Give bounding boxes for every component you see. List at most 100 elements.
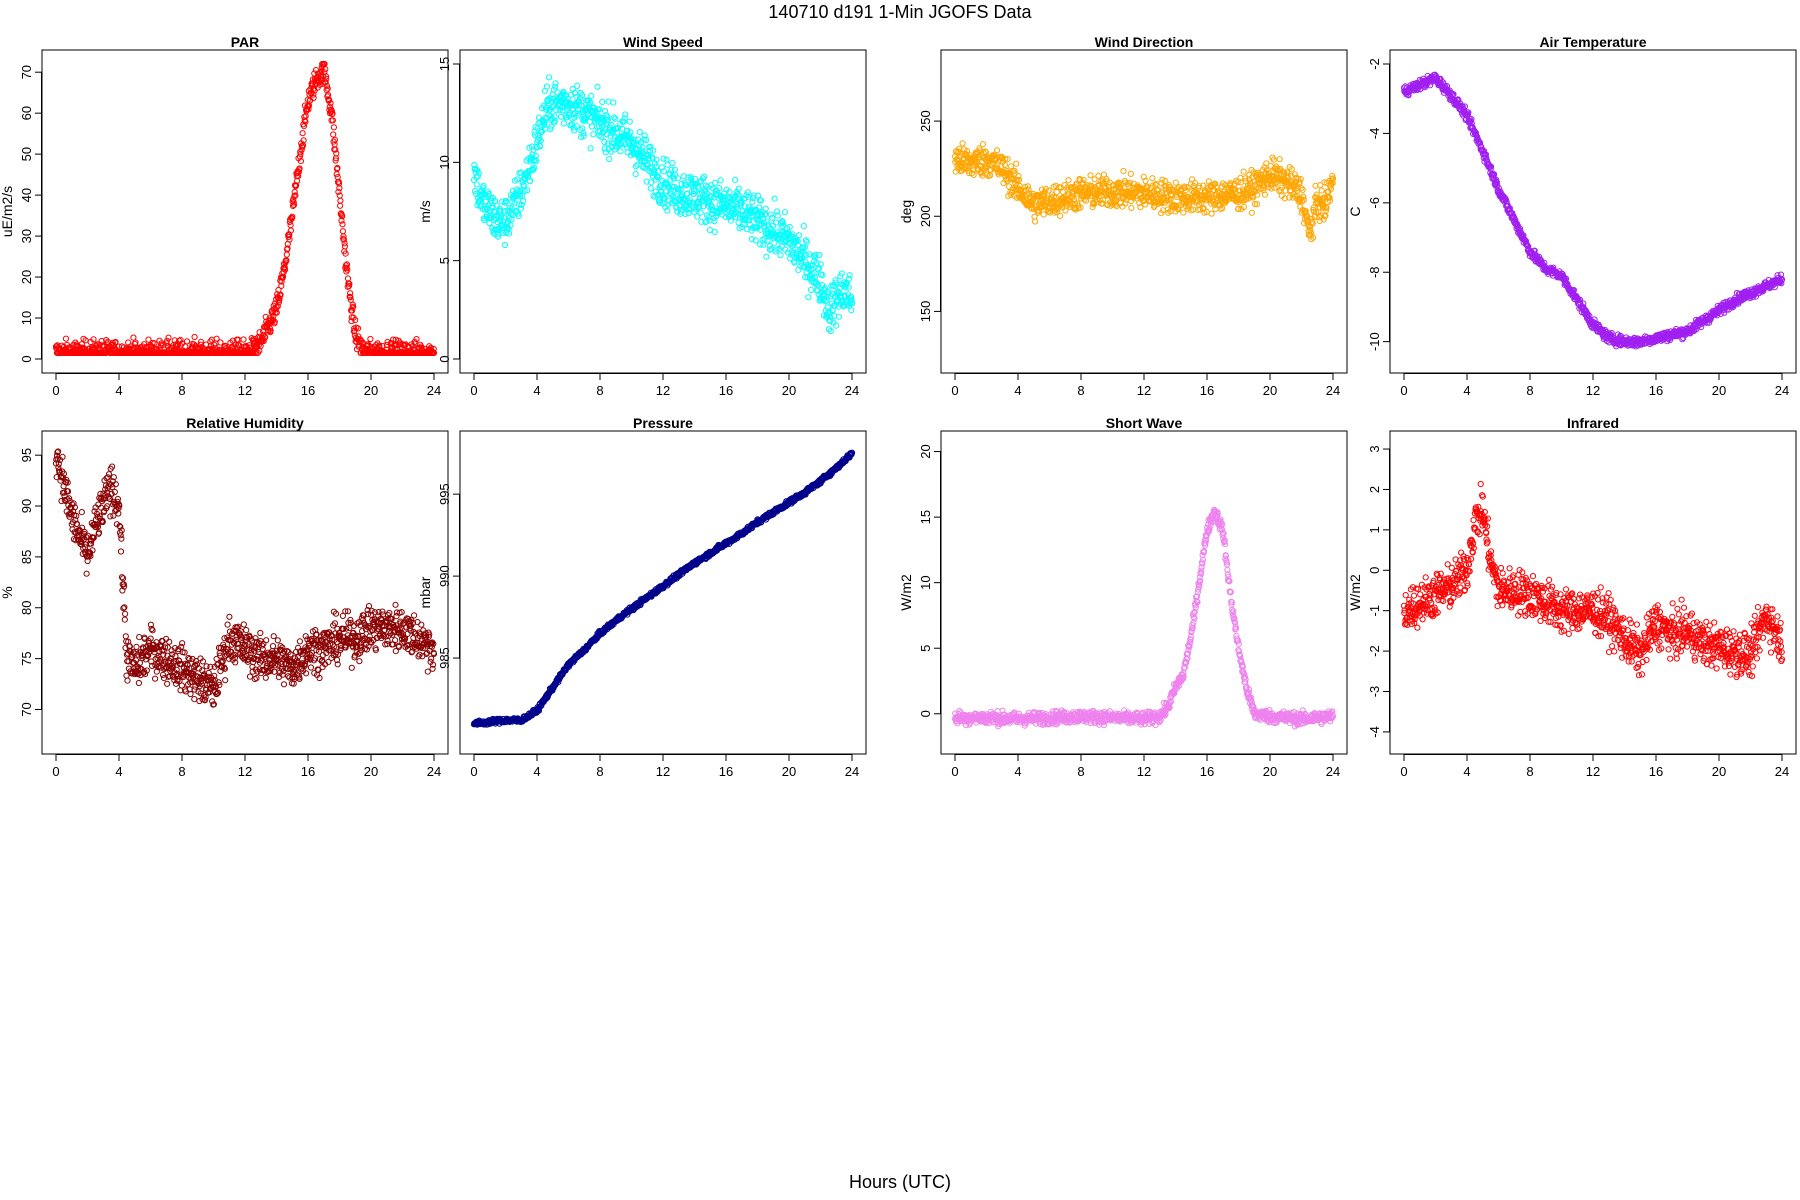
data-point (663, 156, 670, 163)
x-tick-label: 20 (1263, 383, 1277, 398)
data-point (331, 136, 338, 143)
data-point (626, 118, 633, 125)
y-tick-label: 10 (437, 155, 452, 169)
page-title: 140710 d191 1-Min JGOFS Data (768, 2, 1032, 22)
data-point (190, 341, 197, 348)
data-point (296, 165, 303, 172)
data-point (816, 251, 823, 259)
x-tick-label: 16 (1200, 383, 1214, 398)
x-tick-label: 0 (52, 383, 59, 398)
data-point (120, 575, 127, 582)
data-point (122, 610, 129, 618)
data-point (711, 229, 718, 236)
data-point (590, 131, 597, 138)
data-point (336, 185, 343, 192)
data-point (695, 184, 703, 191)
data-point (1095, 172, 1102, 179)
y-tick-label: 0 (437, 355, 452, 362)
data-point (341, 240, 348, 247)
data-point (305, 106, 312, 113)
data-point (62, 335, 70, 342)
data-point (283, 251, 290, 258)
x-tick-label: 24 (1775, 383, 1789, 398)
data-point (559, 107, 566, 114)
data-point (316, 81, 323, 88)
data-point (1128, 204, 1135, 211)
data-point (337, 202, 344, 209)
data-point (521, 187, 528, 194)
data-point (133, 643, 140, 651)
data-point (506, 230, 513, 237)
data-point (105, 471, 113, 478)
data-point (262, 334, 269, 341)
data-point (501, 241, 509, 249)
data-point (213, 335, 220, 342)
data-point (278, 282, 285, 289)
x-tick-label: 24 (1326, 383, 1340, 398)
data-point (594, 83, 601, 90)
data-point (1057, 212, 1064, 219)
data-point (349, 304, 356, 311)
data-point (78, 508, 85, 516)
data-point (578, 92, 586, 99)
y-tick-label: 90 (19, 499, 34, 513)
data-point (777, 252, 784, 259)
data-point (1120, 168, 1127, 175)
data-point (527, 177, 534, 184)
data-point (513, 186, 521, 193)
data-point (495, 233, 502, 240)
data-point (632, 163, 640, 170)
data-point (781, 209, 789, 216)
data-point (349, 307, 356, 314)
y-tick-label: 20 (19, 270, 34, 284)
data-point (329, 117, 336, 124)
data-point (266, 325, 273, 332)
data-point (617, 148, 624, 155)
data-point (310, 94, 317, 102)
data-point (198, 338, 205, 345)
data-point (552, 80, 559, 87)
data-point (701, 173, 708, 180)
data-point (471, 188, 479, 195)
data-point (281, 264, 288, 271)
data-point (151, 340, 158, 347)
data-point (346, 280, 353, 287)
data-point (327, 100, 334, 107)
data-point (647, 185, 654, 192)
data-point (295, 169, 302, 176)
data-point (588, 92, 595, 100)
data-point (269, 316, 277, 323)
data-point (636, 129, 643, 136)
data-point (295, 173, 302, 180)
x-tick-label: 4 (1014, 383, 1021, 398)
data-point (605, 98, 612, 105)
data-point (117, 548, 125, 555)
data-point (286, 218, 293, 225)
x-tick-label: 8 (178, 383, 185, 398)
data-point (608, 122, 615, 129)
data-point (517, 205, 524, 212)
data-point (846, 272, 853, 279)
data-point (502, 197, 510, 205)
data-point (499, 198, 506, 205)
data-point (610, 99, 617, 106)
data-point (474, 173, 481, 180)
data-point (560, 120, 567, 127)
y-tick-label: -4 (1367, 128, 1382, 140)
data-point (286, 236, 293, 243)
data-point (106, 343, 113, 350)
data-point (601, 138, 608, 146)
data-point (1261, 191, 1269, 198)
data-points (52, 448, 438, 708)
data-point (508, 216, 515, 223)
data-point (135, 679, 142, 687)
y-axis-label: deg (898, 200, 914, 223)
data-point (697, 209, 704, 216)
data-point (1065, 177, 1072, 184)
data-point (297, 158, 304, 165)
data-point (478, 202, 485, 209)
x-tick-label: 20 (364, 383, 378, 398)
data-point (473, 181, 480, 188)
data-point (290, 201, 298, 208)
